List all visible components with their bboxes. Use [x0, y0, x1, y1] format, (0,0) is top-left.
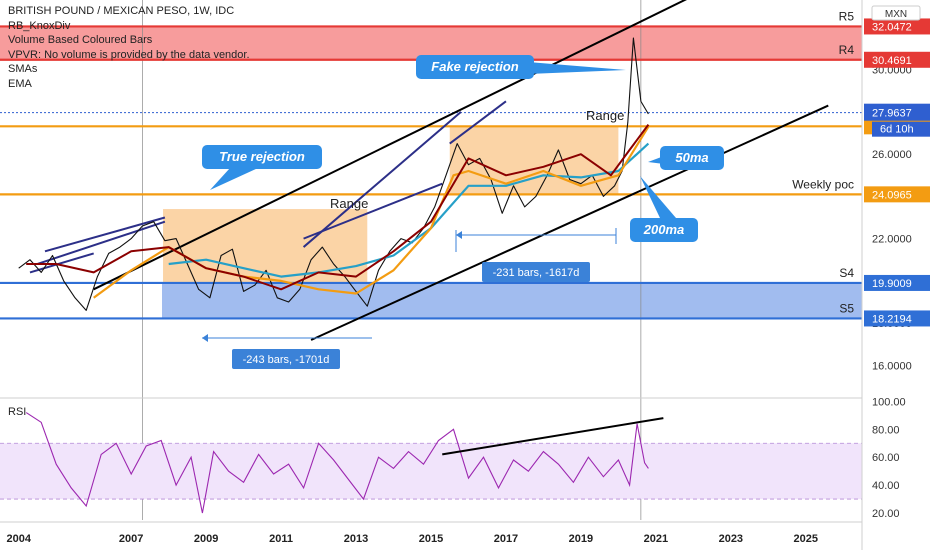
- indicator-knoxdiv: RB_KnoxDiv: [8, 19, 71, 32]
- measure-243-bars: -243 bars, -1701d: [202, 334, 372, 369]
- level-name-3: Weekly poc: [792, 177, 854, 191]
- rsi-line: [25, 412, 649, 514]
- x-tick-8: 2021: [644, 533, 668, 545]
- rsi-tick-2: 60.00: [872, 452, 900, 464]
- measure-231-bars-text: -231 bars, -1617d: [493, 267, 580, 279]
- rsi-tick-3: 80.00: [872, 424, 900, 436]
- x-tick-10: 2025: [794, 533, 818, 545]
- trend-line-1: [37, 220, 166, 265]
- y-tick-5: 26.0000: [872, 149, 912, 161]
- rsi-tick-1: 40.00: [872, 480, 900, 492]
- resistance-zone: [0, 26, 862, 60]
- level-badge-5: [864, 310, 930, 327]
- level-name-0: R5: [839, 9, 855, 23]
- rsi-divergence-line: [442, 417, 664, 456]
- rsi-tick-4: 100.00: [872, 396, 906, 408]
- currency-badge-text: MXN: [885, 9, 907, 20]
- measure-243-bars-text: -243 bars, -1701d: [243, 354, 330, 366]
- level-badge-text-5: 18.2194: [872, 313, 912, 325]
- measure-231-bars-box: [482, 262, 590, 282]
- measure-243-bars-arrow: [202, 334, 208, 342]
- fake-rejection-callout: Fake rejection: [416, 55, 626, 79]
- x-tick-3: 2011: [269, 533, 293, 545]
- ma200-callout-box: [630, 218, 698, 242]
- current-price-text: 27.9637: [872, 108, 912, 120]
- indicator-volume-bars: Volume Based Coloured Bars: [8, 34, 153, 46]
- true-rejection-callout-box: [202, 145, 322, 169]
- ma50-callout: 50ma: [648, 146, 724, 170]
- level-badge-1: [864, 51, 930, 68]
- x-tick-9: 2023: [719, 533, 743, 545]
- support-zone: [162, 282, 862, 319]
- y-tick-0: 16.0000: [872, 360, 912, 372]
- level-badge-text-3: 24.0965: [872, 189, 912, 201]
- trend-line-3: [303, 182, 443, 240]
- currency-badge: [871, 5, 921, 21]
- rsi-label: RSI: [8, 406, 26, 418]
- measure-243-bars-box: [232, 349, 340, 369]
- ma200-callout: 200ma: [630, 176, 698, 242]
- channel-lower: [310, 104, 829, 341]
- rsi-tick-0: 20.00: [872, 508, 900, 520]
- channel-upper: [93, 0, 687, 291]
- trend-line-0: [44, 216, 166, 253]
- x-tick-7: 2019: [569, 533, 593, 545]
- true-rejection-callout: True rejection: [202, 145, 322, 190]
- countdown-badge: [872, 121, 930, 137]
- indicator-vpvr: VPVR: No volume is provided by the data …: [8, 48, 250, 61]
- level-name-4: S4: [839, 266, 854, 280]
- ma200-callout-text: 200ma: [643, 222, 684, 237]
- indicator-ema: EMA: [8, 77, 32, 90]
- range-label-2: Range: [586, 108, 624, 123]
- x-tick-6: 2017: [494, 533, 518, 545]
- level-badge-0: [864, 18, 930, 35]
- fake-rejection-callout-text: Fake rejection: [431, 59, 518, 74]
- x-tick-0: 2004: [6, 533, 31, 545]
- fake-rejection-callout-box: [416, 55, 534, 79]
- level-badge-text-0: 32.0472: [872, 21, 912, 33]
- trend-line-5: [449, 100, 507, 145]
- chart-title: BRITISH POUND / MEXICAN PESO, 1W, IDC: [8, 5, 235, 17]
- x-tick-2: 2009: [194, 533, 218, 545]
- level-name-5: S5: [839, 301, 854, 315]
- sma50-line: [168, 142, 650, 278]
- x-tick-4: 2013: [344, 533, 368, 545]
- level-badge-4: [864, 274, 930, 291]
- level-name-1: R4: [839, 43, 855, 57]
- true-rejection-callout-text: True rejection: [219, 149, 305, 164]
- trend-line-4: [302, 111, 462, 248]
- fake-rejection-callout-pointer: [528, 62, 626, 74]
- level-badge-3: [864, 186, 930, 203]
- trend-line-2: [29, 252, 94, 274]
- x-tick-1: 2007: [119, 533, 143, 545]
- current-price-badge: [864, 103, 930, 121]
- measure-231-bars: -231 bars, -1617d: [456, 231, 616, 282]
- true-rejection-callout-pointer: [210, 168, 258, 190]
- legend: BRITISH POUND / MEXICAN PESO, 1W, IDC RB…: [8, 4, 250, 91]
- measure-231-bars-arrow: [456, 231, 462, 239]
- ma50-callout-text: 50ma: [675, 150, 708, 165]
- ema-line: [26, 124, 650, 291]
- level-badge-text-4: 19.9009: [872, 278, 912, 290]
- ma200-callout-pointer: [640, 176, 676, 218]
- y-tick-3: 22.0000: [872, 234, 912, 246]
- level-badge-text-1: 30.4691: [872, 55, 912, 67]
- indicator-smas: SMAs: [8, 63, 38, 75]
- ma50-callout-box: [660, 146, 724, 170]
- x-tick-5: 2015: [419, 533, 443, 545]
- range-label-1: Range: [330, 196, 368, 211]
- countdown-text: 6d 10h: [880, 124, 914, 136]
